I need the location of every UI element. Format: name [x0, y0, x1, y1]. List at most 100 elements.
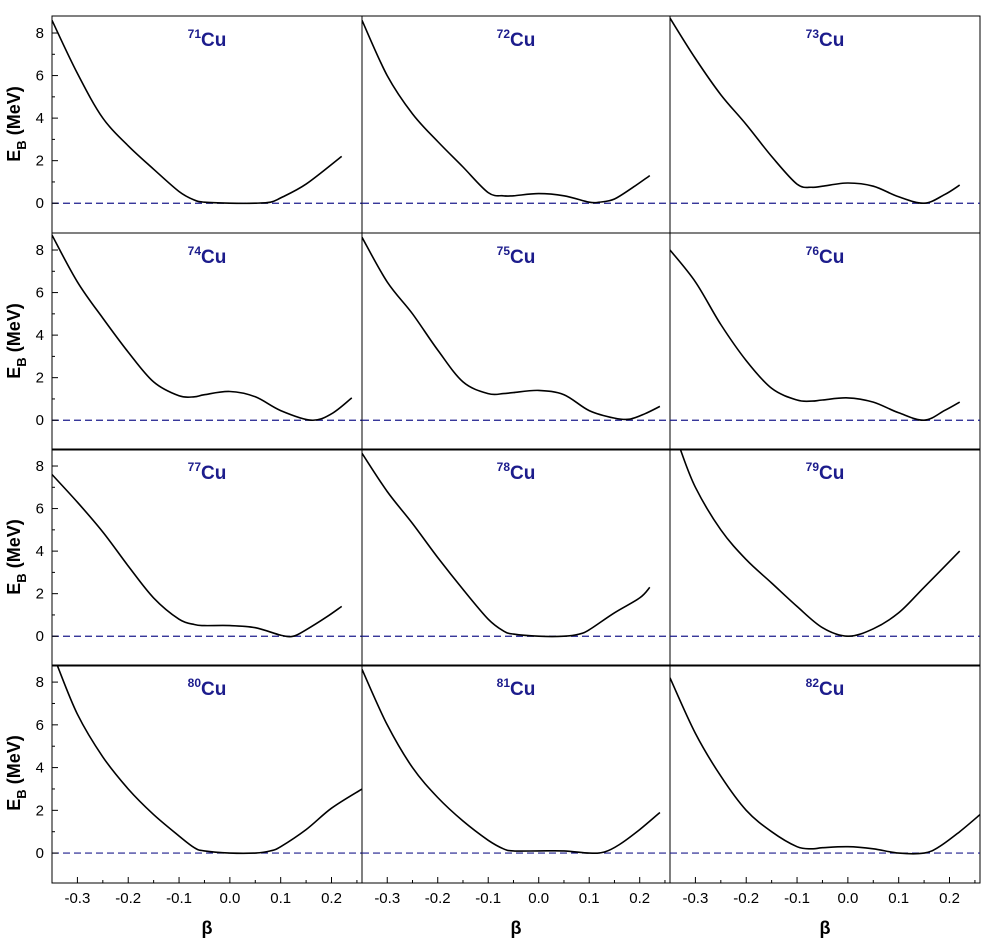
y-tick-label: 6: [36, 501, 44, 518]
y-tick-label: 6: [36, 285, 44, 302]
y-tick-label: 2: [36, 586, 44, 603]
x-axis-title: β: [820, 918, 831, 938]
x-tick-label: -0.2: [733, 890, 759, 907]
x-tick-label: -0.2: [115, 890, 141, 907]
x-tick-label: 0.1: [270, 890, 291, 907]
mass-number: 72: [497, 27, 511, 41]
panel-title: 71Cu: [188, 27, 227, 51]
y-tick-label: 8: [36, 25, 44, 42]
element-symbol: Cu: [510, 679, 535, 700]
element-symbol: Cu: [201, 679, 226, 700]
element-symbol: Cu: [819, 679, 844, 700]
panel-73-cu: 73Cu: [669, 15, 981, 234]
x-tick-label: 0.2: [321, 890, 342, 907]
x-tick-label: 0.1: [579, 890, 600, 907]
panel-77-cu: 0 2 4 6 8 77Cu: [36, 448, 363, 667]
energy-curve: [362, 236, 661, 421]
element-symbol: Cu: [819, 247, 844, 268]
panel-frame: [669, 232, 981, 451]
y-axis-title: EB (MeV): [4, 519, 29, 594]
panel-79-cu: 79Cu: [669, 448, 981, 667]
y-axis-title: EB (MeV): [4, 303, 29, 378]
element-symbol: Cu: [201, 463, 226, 484]
panel-71-cu: 0 2 4 6 8 71Cu: [36, 15, 363, 234]
element-symbol: Cu: [510, 247, 535, 268]
y-axis-title: EB (MeV): [4, 735, 29, 810]
mass-number: 74: [188, 244, 202, 258]
mass-number: 80: [188, 676, 202, 690]
mass-number: 81: [497, 676, 511, 690]
mass-number: 73: [806, 27, 820, 41]
panel-frame: [669, 664, 981, 884]
y-tick-label: 8: [36, 242, 44, 259]
x-tick-label: -0.1: [475, 890, 501, 907]
element-symbol: Cu: [510, 30, 535, 51]
x-tick-label: -0.1: [784, 890, 810, 907]
energy-curve: [56, 665, 362, 855]
panel-title: 74Cu: [188, 244, 227, 268]
energy-curve: [52, 473, 343, 638]
y-tick-label: 4: [36, 543, 44, 560]
panel-72-cu: 72Cu: [361, 15, 671, 234]
panel-title: 76Cu: [806, 244, 845, 268]
x-axis-title: β: [511, 918, 522, 938]
element-symbol: Cu: [819, 463, 844, 484]
y-tick-label: 4: [36, 760, 44, 777]
mass-number: 71: [188, 27, 202, 41]
panel-title: 75Cu: [497, 244, 536, 268]
y-tick-label: 2: [36, 802, 44, 819]
y-tick-label: 0: [36, 412, 44, 429]
panel-frame: [669, 448, 981, 667]
x-tick-label: 0.0: [837, 890, 858, 907]
mass-number: 79: [806, 460, 820, 474]
x-tick-label: 0.0: [219, 890, 240, 907]
panel-title: 77Cu: [188, 460, 227, 484]
y-axis-titles: EB (MeV) EB (MeV) EB (MeV) EB (MeV): [4, 86, 29, 810]
y-tick-label: 0: [36, 845, 44, 862]
energy-curve: [52, 234, 353, 422]
energy-curve: [679, 449, 961, 638]
panel-76-cu: 76Cu: [669, 232, 981, 451]
element-symbol: Cu: [201, 30, 226, 51]
panel-78-cu: 78Cu: [361, 448, 671, 667]
x-tick-label: -0.1: [166, 890, 192, 907]
y-tick-label: 8: [36, 458, 44, 475]
panel-title: 79Cu: [806, 460, 845, 484]
x-tick-label: 0.2: [629, 890, 650, 907]
panel-title: 73Cu: [806, 27, 845, 51]
y-tick-label: 8: [36, 674, 44, 691]
energy-curve: [362, 668, 661, 855]
panel-80-cu: 0 2 4 6 8 -0.3 -0.2 -0.1 0.0 0.1 0.2 80Cu: [36, 664, 363, 907]
panel-74-cu: 0 2 4 6 8 74Cu: [36, 232, 363, 451]
x-tick-label: 0.1: [888, 890, 909, 907]
y-tick-label: 4: [36, 327, 44, 344]
y-tick-label: 0: [36, 195, 44, 212]
x-tick-label: -0.3: [374, 890, 400, 907]
x-tick-label: -0.3: [682, 890, 708, 907]
panel-title: 82Cu: [806, 676, 845, 700]
mass-number: 78: [497, 460, 511, 474]
mass-number: 76: [806, 244, 820, 258]
y-tick-label: 6: [36, 68, 44, 85]
panel-82-cu: -0.3 -0.2 -0.1 0.0 0.1 0.2 82Cu: [669, 664, 981, 907]
y-tick-label: 6: [36, 717, 44, 734]
panel-75-cu: 75Cu: [361, 232, 671, 451]
element-symbol: Cu: [819, 30, 844, 51]
panel-title: 72Cu: [497, 27, 536, 51]
element-symbol: Cu: [201, 247, 226, 268]
mass-number: 82: [806, 676, 820, 690]
element-symbol: Cu: [510, 463, 535, 484]
y-axis-title: EB (MeV): [4, 86, 29, 161]
x-axis-title: β: [202, 918, 213, 938]
x-tick-label: -0.2: [425, 890, 451, 907]
energy-curve: [362, 19, 651, 204]
panel-title: 80Cu: [188, 676, 227, 700]
x-tick-label: 0.2: [939, 890, 960, 907]
y-tick-label: 4: [36, 110, 44, 127]
y-tick-label: 2: [36, 153, 44, 170]
panel-title: 81Cu: [497, 676, 536, 700]
energy-curve: [52, 19, 343, 205]
